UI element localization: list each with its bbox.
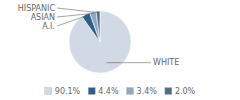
leader-line xyxy=(57,16,86,26)
leader-line xyxy=(57,13,93,17)
pie-slice xyxy=(69,11,131,73)
legend-swatch xyxy=(88,88,95,95)
leader-line xyxy=(107,62,151,63)
pie xyxy=(69,11,131,73)
legend-swatch xyxy=(45,88,52,95)
legend: 90.1% 4.4% 3.4% 2.0% xyxy=(45,87,196,96)
slice-labels: WHITE HISPANICASIANA.I. xyxy=(18,4,179,68)
slice-label: WHITE xyxy=(153,58,179,67)
leader-line xyxy=(57,8,98,13)
chart: WHITE HISPANICASIANA.I. 90.1% 4.4% 3.4% 2.0% xyxy=(0,0,240,100)
legend-label: 2.0% xyxy=(175,87,196,96)
legend-swatch xyxy=(127,88,134,95)
slice-label: A.I. xyxy=(42,22,55,31)
pie-slice xyxy=(96,11,100,42)
legend-swatch xyxy=(165,88,172,95)
legend-label: 4.4% xyxy=(98,87,119,96)
legend-label: 3.4% xyxy=(137,87,158,96)
legend-label: 90.1% xyxy=(55,87,81,96)
slice-label: ASIAN xyxy=(31,13,55,22)
pie-slice xyxy=(90,11,100,42)
slice-label: HISPANIC xyxy=(18,4,56,13)
